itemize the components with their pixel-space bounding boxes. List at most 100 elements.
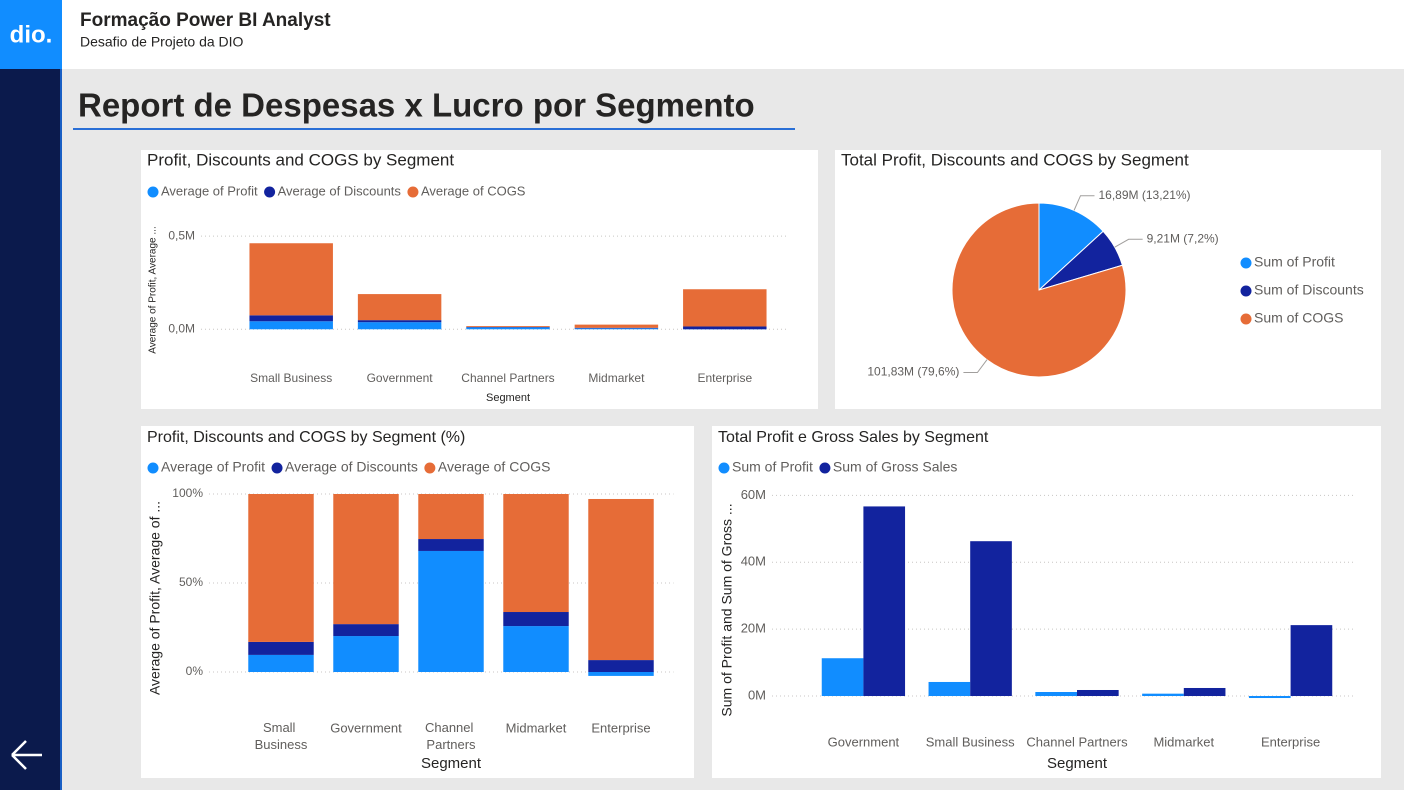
x-tick-label: Enterprise <box>1261 734 1320 749</box>
x-axis-label: Segment <box>421 755 482 772</box>
bar-segment <box>683 289 767 327</box>
leader-line <box>1114 238 1143 248</box>
page-title: Report de Despesas x Lucro por Segmento <box>78 87 755 124</box>
x-tick-label: Enterprise <box>697 371 752 385</box>
y-tick-label: 0% <box>186 664 204 678</box>
bar-segment <box>357 294 442 321</box>
bar-segment <box>249 243 333 316</box>
y-tick-label: 20M <box>741 621 766 636</box>
bar-segment <box>249 321 333 330</box>
sidebar-edge <box>60 69 62 790</box>
x-tick-label: Government <box>367 371 434 385</box>
bar-segment <box>503 626 569 672</box>
bar-segment <box>333 494 399 625</box>
chart-panel <box>712 426 1381 778</box>
legend-label: Sum of Profit <box>732 459 813 475</box>
y-tick-label: 40M <box>741 554 766 569</box>
bar <box>1248 696 1291 699</box>
legend-label: Average of Profit <box>161 459 265 475</box>
legend-label: Average of Discounts <box>285 459 418 475</box>
x-tick-label: Channel Partners <box>1026 734 1128 749</box>
x-axis-label: Segment <box>1047 755 1108 772</box>
bar-segment <box>333 636 399 672</box>
bar <box>1077 689 1119 697</box>
pie-slice <box>1038 202 1104 292</box>
chart-title: Profit, Discounts and COGS by Segment (%… <box>147 429 465 446</box>
chart-title: Profit, Discounts and COGS by Segment <box>147 150 454 169</box>
legend-label: Sum of Gross Sales <box>833 459 958 475</box>
y-axis-label: Average of Profit, Average of ... <box>147 501 163 695</box>
bar-segment <box>418 550 484 672</box>
bar-segment <box>418 494 484 540</box>
legend-label: Sum of Profit <box>1254 254 1335 270</box>
x-tick-label: Midmarket <box>506 720 567 735</box>
bar-segment <box>357 322 442 330</box>
bar-segment <box>574 328 659 330</box>
back-arrow[interactable] <box>11 740 42 770</box>
bar-segment <box>418 539 484 551</box>
bar-segment <box>248 641 314 655</box>
header-bar <box>62 0 1404 69</box>
legend-marker <box>1240 257 1252 269</box>
bar <box>863 506 906 697</box>
bar-segment <box>357 320 442 323</box>
x-tick-label: Small Business <box>255 720 308 752</box>
bar-segment <box>588 672 654 676</box>
legend-marker <box>424 462 436 474</box>
legend-marker <box>147 186 159 198</box>
y-axis-label: Average of Profit, Average ... <box>148 226 159 354</box>
legend-label: Average of Profit <box>161 183 258 198</box>
logo: dio. <box>10 21 53 48</box>
x-tick-label: Channel Partners <box>461 371 554 385</box>
x-tick-label: Government <box>330 720 402 735</box>
bar-segment <box>333 624 399 637</box>
legend-marker <box>407 186 419 198</box>
legend-label: Average of COGS <box>438 459 551 475</box>
y-tick-label: 60M <box>741 487 766 502</box>
bar-segment <box>588 660 654 672</box>
legend-marker <box>271 462 283 474</box>
bar <box>1183 687 1226 697</box>
bar-segment <box>503 612 569 627</box>
bar-segment <box>503 494 569 613</box>
bar-segment <box>466 327 550 330</box>
bar <box>970 541 1012 697</box>
bar-segment <box>249 315 333 322</box>
data-label: 9,21M (7,2%) <box>1147 231 1219 245</box>
x-tick-label: Small Business <box>926 734 1015 749</box>
x-tick-label: Small Business <box>250 371 332 385</box>
bar-segment <box>248 654 314 672</box>
header-title: Formação Power BI Analyst <box>80 10 331 31</box>
legend-marker <box>147 462 159 474</box>
x-axis-label: Segment <box>486 392 530 404</box>
chart-title: Total Profit, Discounts and COGS by Segm… <box>841 150 1189 169</box>
y-axis-label: Sum of Profit and Sum of Gross ... <box>719 503 735 716</box>
x-tick-label: Channel Partners <box>425 720 477 752</box>
x-tick-label: Government <box>828 734 900 749</box>
x-tick-label: Enterprise <box>591 720 650 735</box>
y-tick-label: 0M <box>748 687 766 702</box>
sidebar <box>0 0 62 790</box>
legend-label: Sum of Discounts <box>1254 282 1364 298</box>
bar-segment <box>588 498 654 661</box>
x-tick-label: Midmarket <box>1153 734 1214 749</box>
y-tick-label: 0,5M <box>168 228 195 242</box>
bar-segment <box>683 326 767 330</box>
legend-marker <box>1240 313 1252 325</box>
bar <box>1290 625 1333 697</box>
legend-label: Average of COGS <box>421 183 526 198</box>
logo-block <box>0 0 62 69</box>
legend-marker <box>1240 285 1252 297</box>
legend-marker <box>264 186 276 198</box>
x-tick-label: Midmarket <box>588 371 645 385</box>
y-tick-label: 100% <box>172 486 203 500</box>
leader-line <box>963 359 988 374</box>
legend-marker <box>718 462 730 474</box>
legend-label: Average of Discounts <box>278 183 402 198</box>
legend-marker <box>819 462 831 474</box>
bar-segment <box>574 327 659 329</box>
y-tick-label: 0,0M <box>168 321 195 335</box>
bar <box>928 681 971 697</box>
